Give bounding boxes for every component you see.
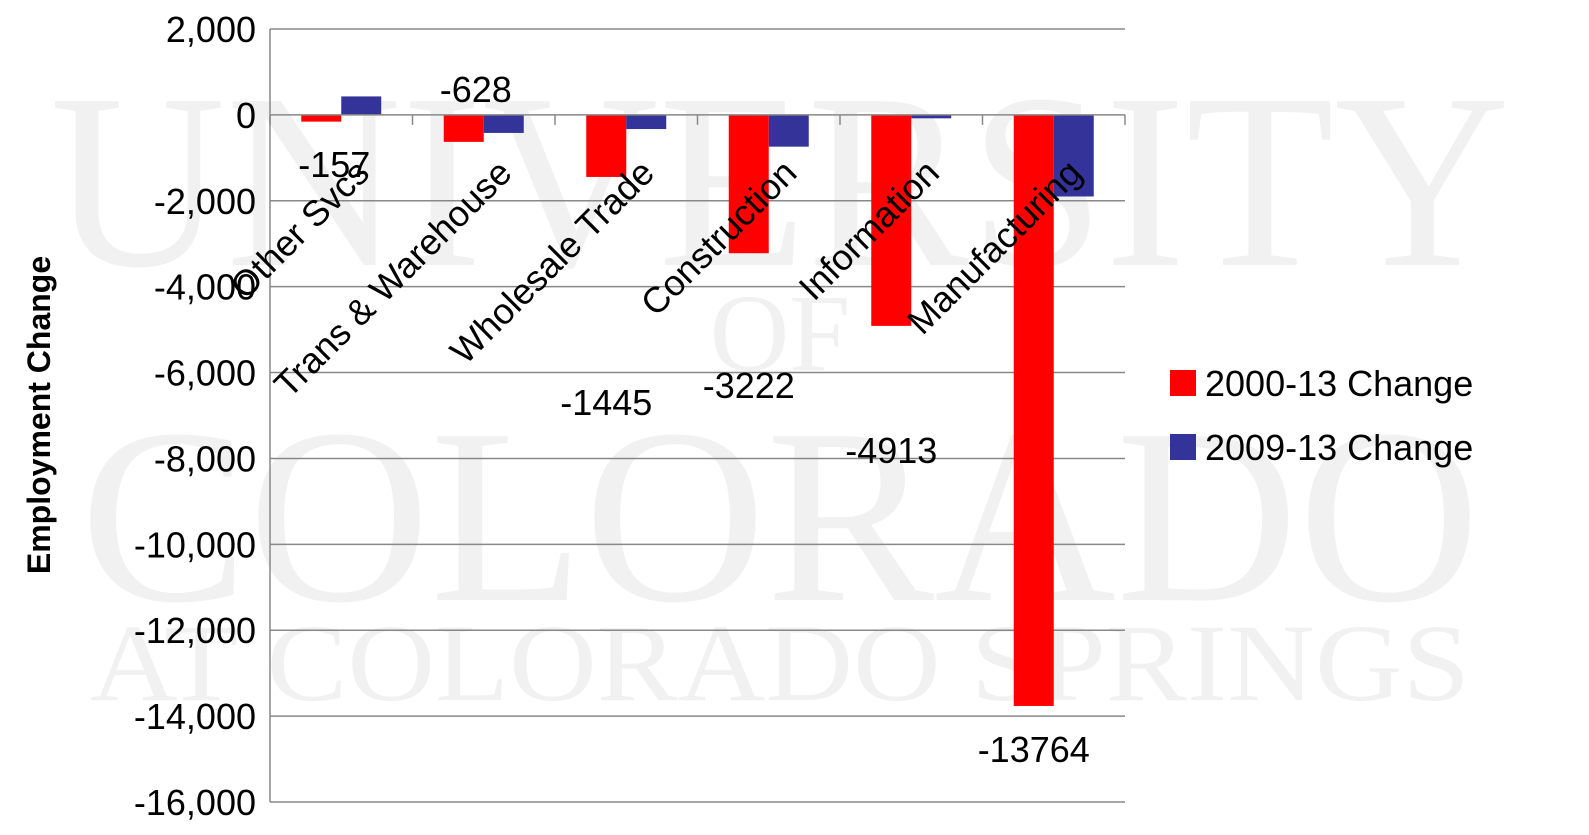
watermark-line-3: COLORADO: [80, 378, 1480, 655]
watermark-line-1: UNIVERSITY: [50, 43, 1510, 320]
y-tick-label: -4,000: [154, 267, 256, 308]
y-tick-label: -6,000: [154, 353, 256, 394]
axes: [269, 29, 1126, 802]
data-label: -628: [440, 69, 512, 110]
legend-swatch: [1170, 370, 1196, 396]
y-axis-title: Employment Change: [21, 256, 57, 574]
bar-2000-13-3: [728, 114, 769, 254]
bar-2009-13-5: [1053, 114, 1094, 197]
bar-2000-13-1: [443, 114, 484, 142]
watermark: UNIVERSITY OF COLORADO AT COLORADO SPRIN…: [50, 43, 1510, 724]
legend-label: 2009-13 Change: [1205, 427, 1473, 468]
legend-label: 2000-13 Change: [1205, 363, 1473, 404]
watermark-line-4: AT COLORADO SPRINGS: [90, 602, 1470, 724]
y-tick-label: -10,000: [134, 524, 256, 565]
y-tick-labels: 2,000 0 -2,000 -4,000 -6,000 -8,000 -10,000 -12…: [134, 9, 256, 823]
bars: [301, 96, 1094, 706]
bar-2009-13-3: [768, 114, 809, 147]
legend: 2000-13 Change 2009-13 Change: [1170, 363, 1473, 468]
data-labels: -157 -628 -1445 -3222 -4913 -13764: [298, 69, 1090, 770]
bar-2009-13-1: [483, 114, 524, 133]
bar-2000-13-2: [586, 114, 627, 177]
bar-2009-13-4: [911, 114, 952, 119]
bar-2009-13-2: [626, 114, 667, 130]
y-tick-label: -2,000: [154, 181, 256, 222]
bar-2000-13-0: [301, 114, 342, 122]
bar-2009-13-0: [341, 96, 382, 115]
y-tick-label: -14,000: [134, 696, 256, 737]
y-tick-label: -8,000: [154, 438, 256, 479]
data-label: -4913: [845, 430, 937, 471]
y-tick-label: -16,000: [134, 782, 256, 823]
watermark-line-2: OF: [710, 272, 851, 394]
y-tick-label: 2,000: [166, 9, 256, 50]
y-tick-label: 0: [236, 95, 256, 136]
bar-2000-13-4: [871, 114, 912, 326]
data-label: -157: [298, 144, 370, 185]
legend-swatch: [1170, 434, 1196, 460]
data-label: -3222: [703, 365, 795, 406]
bar-2000-13-5: [1013, 114, 1054, 706]
y-tick-label: -12,000: [134, 610, 256, 651]
gridlines: [270, 28, 1125, 803]
data-label: -1445: [560, 382, 652, 423]
data-label: -13764: [978, 729, 1090, 770]
